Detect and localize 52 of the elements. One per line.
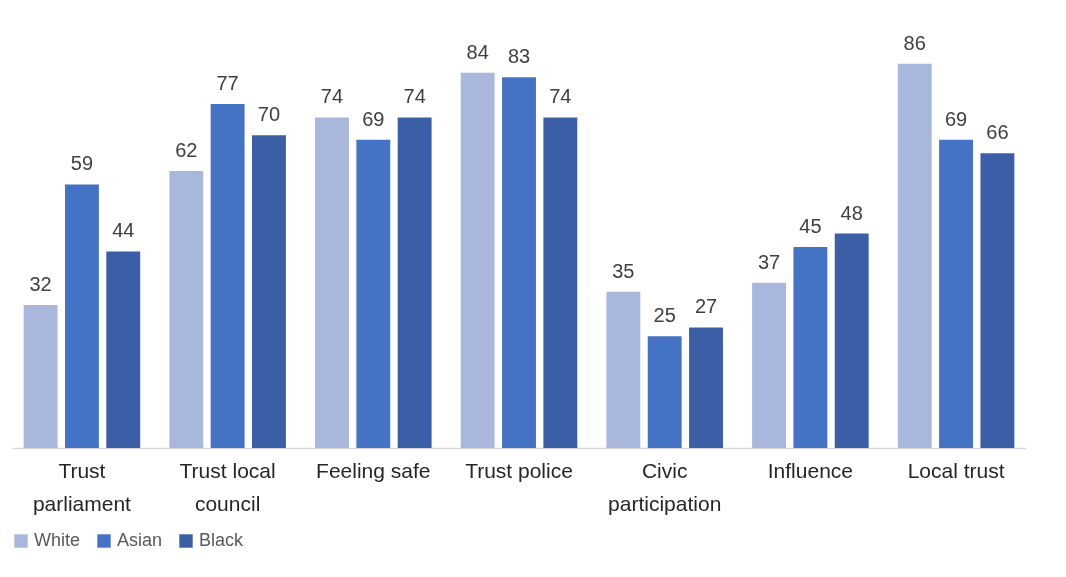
- data-label: 74: [403, 85, 426, 108]
- data-label: 45: [799, 215, 822, 237]
- x-tick-label: Civic participation: [608, 458, 722, 515]
- x-tick-label: Feeling safe: [316, 458, 431, 482]
- bar: [106, 251, 141, 448]
- data-label: 83: [507, 45, 531, 68]
- bar: [397, 117, 432, 448]
- bar: [647, 336, 682, 448]
- data-label: 25: [653, 304, 676, 327]
- data-label: 44: [112, 219, 135, 242]
- bar: [315, 117, 349, 448]
- bar: [543, 117, 578, 448]
- data-label: 70: [257, 103, 281, 126]
- x-tick-label: Influence: [767, 458, 853, 482]
- bar: [980, 153, 1015, 448]
- x-tick-label: Trust police: [465, 458, 573, 482]
- bar: [460, 72, 495, 448]
- data-label: 32: [29, 273, 52, 296]
- legend-label: Black: [199, 530, 245, 550]
- data-label: 86: [903, 31, 926, 54]
- x-tick-label: Trust parliament: [32, 458, 132, 515]
- bar: [502, 77, 536, 448]
- data-label: 74: [549, 85, 572, 108]
- data-label: 48: [840, 201, 863, 224]
- x-tick-label: Trust local council: [179, 458, 276, 515]
- data-label: 84: [466, 40, 489, 63]
- data-label: 74: [320, 85, 344, 108]
- bar: [606, 291, 641, 448]
- legend-label: White: [34, 530, 81, 550]
- bar: [752, 282, 786, 448]
- data-label: 69: [362, 107, 385, 130]
- legend-label: Asian: [117, 530, 163, 550]
- data-label: 37: [757, 250, 781, 273]
- data-label: 59: [70, 152, 94, 175]
- bar: [689, 327, 723, 448]
- bar: [23, 305, 58, 448]
- bar: [939, 139, 974, 448]
- x-tick-label: Local trust: [907, 458, 1005, 482]
- bar: [897, 63, 932, 448]
- bar: [834, 233, 869, 448]
- data-label: 66: [986, 121, 1009, 144]
- data-label: 69: [944, 107, 968, 130]
- data-label: 35: [612, 259, 635, 282]
- bar: [793, 247, 828, 448]
- data-label: 62: [175, 139, 198, 162]
- bar: [356, 139, 391, 448]
- bar: [169, 171, 204, 448]
- bar: [64, 184, 99, 448]
- bar: [210, 104, 245, 448]
- data-label: 27: [694, 295, 718, 318]
- bar: [252, 135, 286, 448]
- data-label: 77: [216, 72, 239, 95]
